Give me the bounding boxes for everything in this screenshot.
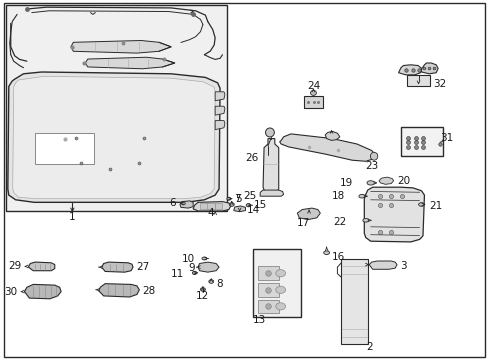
Ellipse shape xyxy=(192,271,196,274)
Text: 30: 30 xyxy=(4,287,18,297)
Ellipse shape xyxy=(229,203,234,206)
Bar xyxy=(258,266,278,280)
Text: 7: 7 xyxy=(233,194,240,204)
Polygon shape xyxy=(263,139,278,194)
Polygon shape xyxy=(398,65,421,75)
Text: 32: 32 xyxy=(432,78,446,89)
Bar xyxy=(258,300,278,313)
Ellipse shape xyxy=(358,194,364,198)
Ellipse shape xyxy=(418,203,424,206)
Polygon shape xyxy=(198,262,219,272)
Ellipse shape xyxy=(226,197,230,200)
Text: 5: 5 xyxy=(234,194,241,204)
Text: 4: 4 xyxy=(207,208,214,218)
Bar xyxy=(215,203,222,209)
Ellipse shape xyxy=(202,257,206,260)
Polygon shape xyxy=(13,76,215,199)
Bar xyxy=(35,133,94,164)
Polygon shape xyxy=(71,40,171,53)
Circle shape xyxy=(275,303,285,310)
Text: 18: 18 xyxy=(331,191,345,201)
Text: 17: 17 xyxy=(296,218,309,228)
Ellipse shape xyxy=(323,251,329,255)
Circle shape xyxy=(275,270,285,277)
Ellipse shape xyxy=(366,181,374,185)
Ellipse shape xyxy=(181,202,185,205)
Text: 15: 15 xyxy=(254,200,267,210)
Polygon shape xyxy=(24,284,61,299)
Ellipse shape xyxy=(265,128,274,137)
Text: 12: 12 xyxy=(196,291,209,301)
Polygon shape xyxy=(233,206,245,212)
Ellipse shape xyxy=(362,219,368,222)
Text: 6: 6 xyxy=(169,198,176,208)
Ellipse shape xyxy=(370,152,377,160)
Polygon shape xyxy=(368,261,396,269)
Text: 28: 28 xyxy=(142,286,155,296)
Text: 20: 20 xyxy=(396,176,409,186)
Bar xyxy=(341,259,367,344)
Ellipse shape xyxy=(208,280,213,283)
Polygon shape xyxy=(180,201,193,208)
Text: 29: 29 xyxy=(8,261,21,271)
Text: 9: 9 xyxy=(187,263,194,273)
Text: 10: 10 xyxy=(181,254,194,264)
Polygon shape xyxy=(8,72,220,202)
Text: 13: 13 xyxy=(253,315,266,325)
Polygon shape xyxy=(325,131,339,140)
Polygon shape xyxy=(421,63,437,74)
Polygon shape xyxy=(99,284,139,297)
Bar xyxy=(258,283,278,297)
Polygon shape xyxy=(378,177,393,184)
Polygon shape xyxy=(260,190,283,196)
Circle shape xyxy=(275,286,285,293)
Bar xyxy=(200,203,207,209)
Polygon shape xyxy=(215,121,224,130)
Polygon shape xyxy=(279,134,375,161)
Polygon shape xyxy=(193,202,230,211)
Text: 19: 19 xyxy=(339,178,352,188)
Text: 14: 14 xyxy=(246,204,260,215)
Text: 22: 22 xyxy=(332,217,346,227)
Polygon shape xyxy=(364,187,424,242)
Bar xyxy=(400,127,442,156)
Text: 2: 2 xyxy=(366,342,373,352)
Polygon shape xyxy=(28,262,55,271)
Polygon shape xyxy=(297,208,320,220)
Bar xyxy=(253,249,301,317)
Polygon shape xyxy=(215,92,224,101)
Bar xyxy=(304,96,322,108)
Text: 23: 23 xyxy=(364,161,378,171)
Text: 25: 25 xyxy=(243,191,256,201)
Polygon shape xyxy=(85,57,175,69)
Text: 16: 16 xyxy=(331,252,344,262)
Ellipse shape xyxy=(200,288,205,291)
Polygon shape xyxy=(215,106,224,115)
Text: 31: 31 xyxy=(439,132,452,143)
Text: 27: 27 xyxy=(136,262,149,272)
Bar xyxy=(207,203,214,209)
Text: 11: 11 xyxy=(170,269,183,279)
Ellipse shape xyxy=(245,203,250,207)
Ellipse shape xyxy=(310,90,316,95)
Text: 8: 8 xyxy=(216,279,223,289)
Bar xyxy=(406,75,429,86)
Text: 1: 1 xyxy=(69,212,76,222)
Text: 24: 24 xyxy=(306,81,320,91)
Text: 26: 26 xyxy=(244,153,258,163)
Polygon shape xyxy=(102,262,133,272)
Text: 3: 3 xyxy=(399,261,406,271)
Bar xyxy=(6,5,227,211)
Text: 21: 21 xyxy=(428,201,442,211)
